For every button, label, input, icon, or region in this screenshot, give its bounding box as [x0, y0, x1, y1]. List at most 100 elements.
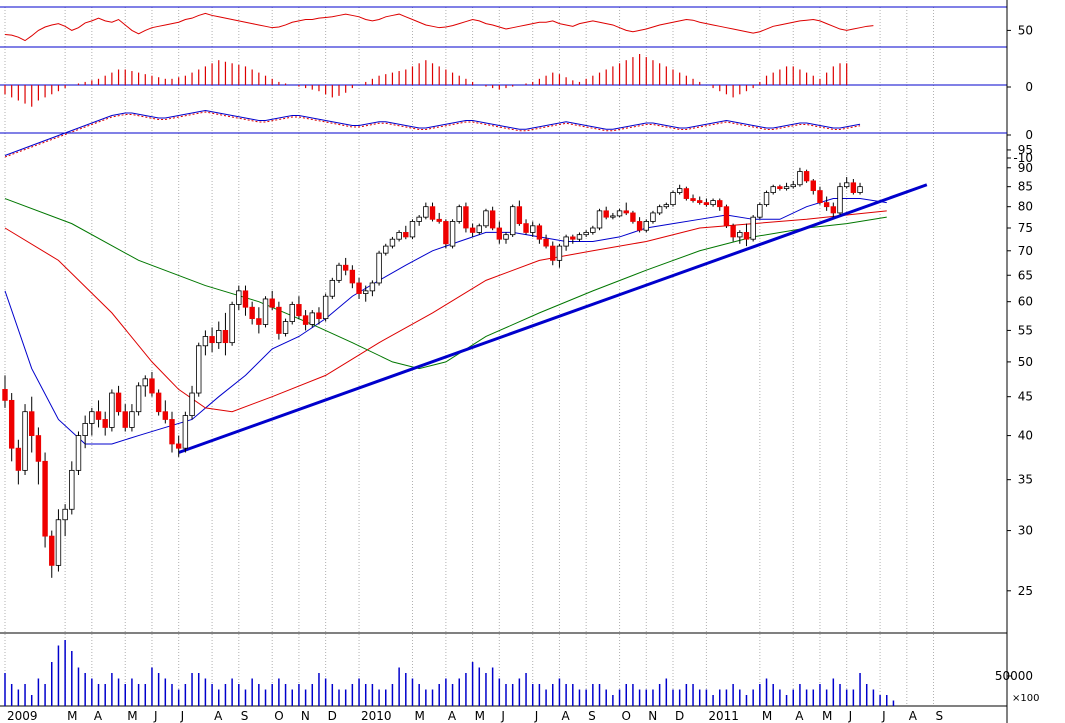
candle-body: [289, 304, 295, 322]
candle-body: [730, 225, 736, 238]
candle-body: [810, 180, 816, 191]
candle-body: [817, 190, 823, 203]
candle-body: [610, 215, 616, 218]
x-tick-label: M: [67, 709, 77, 723]
candle-body: [349, 269, 356, 284]
candle-body: [95, 411, 102, 420]
x-tick-label: S: [588, 709, 596, 723]
x-tick-label: M: [414, 709, 424, 723]
candle-body: [770, 186, 776, 193]
x-tick-label: M: [475, 709, 485, 723]
candle-body: [296, 304, 302, 317]
candle-body: [396, 232, 402, 240]
candle-body: [409, 221, 416, 238]
price-tick-label: 95: [1018, 143, 1033, 157]
candle-body: [389, 238, 396, 247]
x-tick-label: M: [127, 709, 137, 723]
candle-body: [596, 210, 603, 229]
candle-body: [229, 304, 235, 344]
candle-body: [356, 282, 362, 294]
price-tick-label: 35: [1018, 473, 1033, 487]
candle-body: [42, 460, 48, 537]
oscillator-indicator-panel: [0, 109, 1007, 158]
candle-body: [162, 411, 169, 420]
candle-body: [670, 192, 676, 206]
candle-body: [302, 315, 309, 325]
candle-body: [2, 389, 8, 401]
candle-body: [102, 419, 108, 428]
candle-body: [342, 264, 349, 271]
candle-body: [75, 435, 82, 471]
candle-body: [202, 336, 209, 347]
candle-body: [636, 221, 643, 231]
candle-body: [309, 312, 315, 325]
candle-body: [543, 238, 549, 247]
candle-body: [363, 290, 369, 294]
candle-body: [803, 171, 810, 182]
candle-body: [737, 232, 743, 238]
candle-body: [155, 392, 162, 413]
x-tick-label: J: [180, 709, 185, 723]
candle-body: [630, 212, 636, 222]
candle-body: [743, 232, 750, 240]
price-tick-label: 90: [1018, 161, 1033, 175]
price-tick-label: 75: [1018, 221, 1033, 235]
candle-body: [182, 415, 189, 449]
candle-body: [717, 200, 723, 208]
x-tick-label: A: [448, 709, 457, 723]
x-tick-label: A: [561, 709, 570, 723]
candle-body: [236, 290, 242, 305]
price-panel: [2, 167, 928, 578]
candle-body: [843, 182, 850, 188]
candle-body: [623, 210, 629, 214]
x-tick-label: M: [762, 709, 772, 723]
candle-body: [503, 234, 509, 240]
candle-body: [129, 411, 135, 428]
candle-body: [89, 411, 95, 424]
candle-body: [443, 221, 449, 245]
candle-body: [403, 232, 409, 238]
candle-body: [723, 206, 730, 227]
candle-body: [282, 321, 289, 334]
candle-body: [383, 245, 389, 254]
candle-body: [556, 245, 563, 261]
candle-body: [322, 295, 329, 320]
x-tick-label: 2011: [708, 709, 739, 723]
candle-body: [690, 198, 696, 201]
candle-body: [429, 206, 436, 220]
price-tick-label: 25: [1018, 584, 1033, 598]
candle-body: [783, 186, 790, 190]
candle-body: [590, 227, 596, 233]
candle-body: [423, 206, 429, 218]
candle-body: [750, 216, 756, 240]
x-tick-label: J: [881, 709, 886, 723]
candle-body: [603, 210, 609, 218]
candle-body: [576, 234, 583, 240]
candle-body: [663, 204, 670, 208]
candle-body: [703, 202, 710, 206]
candle-body: [496, 227, 503, 240]
candle-body: [857, 186, 863, 193]
candle-body: [269, 298, 275, 308]
oscillator-tick-label: -10: [1013, 151, 1033, 165]
candle-body: [710, 200, 716, 206]
oscillator-signal-line: [4, 111, 861, 158]
candle-body: [69, 469, 75, 510]
candle-body: [683, 188, 690, 199]
x-tick-label: S: [936, 709, 944, 723]
oscillator-tick-label: 0: [1025, 128, 1033, 142]
histogram-tick-label: 0: [1025, 80, 1033, 94]
candle-body: [436, 218, 442, 222]
candle-body: [583, 232, 589, 236]
candle-body: [643, 221, 649, 231]
candle-body: [35, 435, 42, 462]
candle-body: [336, 264, 342, 281]
volume-panel: [0, 632, 1007, 707]
price-tick-label: 60: [1018, 295, 1033, 309]
candle-body: [209, 336, 215, 344]
moving-average-line: [4, 210, 887, 413]
x-tick-label: N: [648, 709, 657, 723]
candle-body: [316, 312, 322, 320]
candle-body: [489, 210, 496, 229]
